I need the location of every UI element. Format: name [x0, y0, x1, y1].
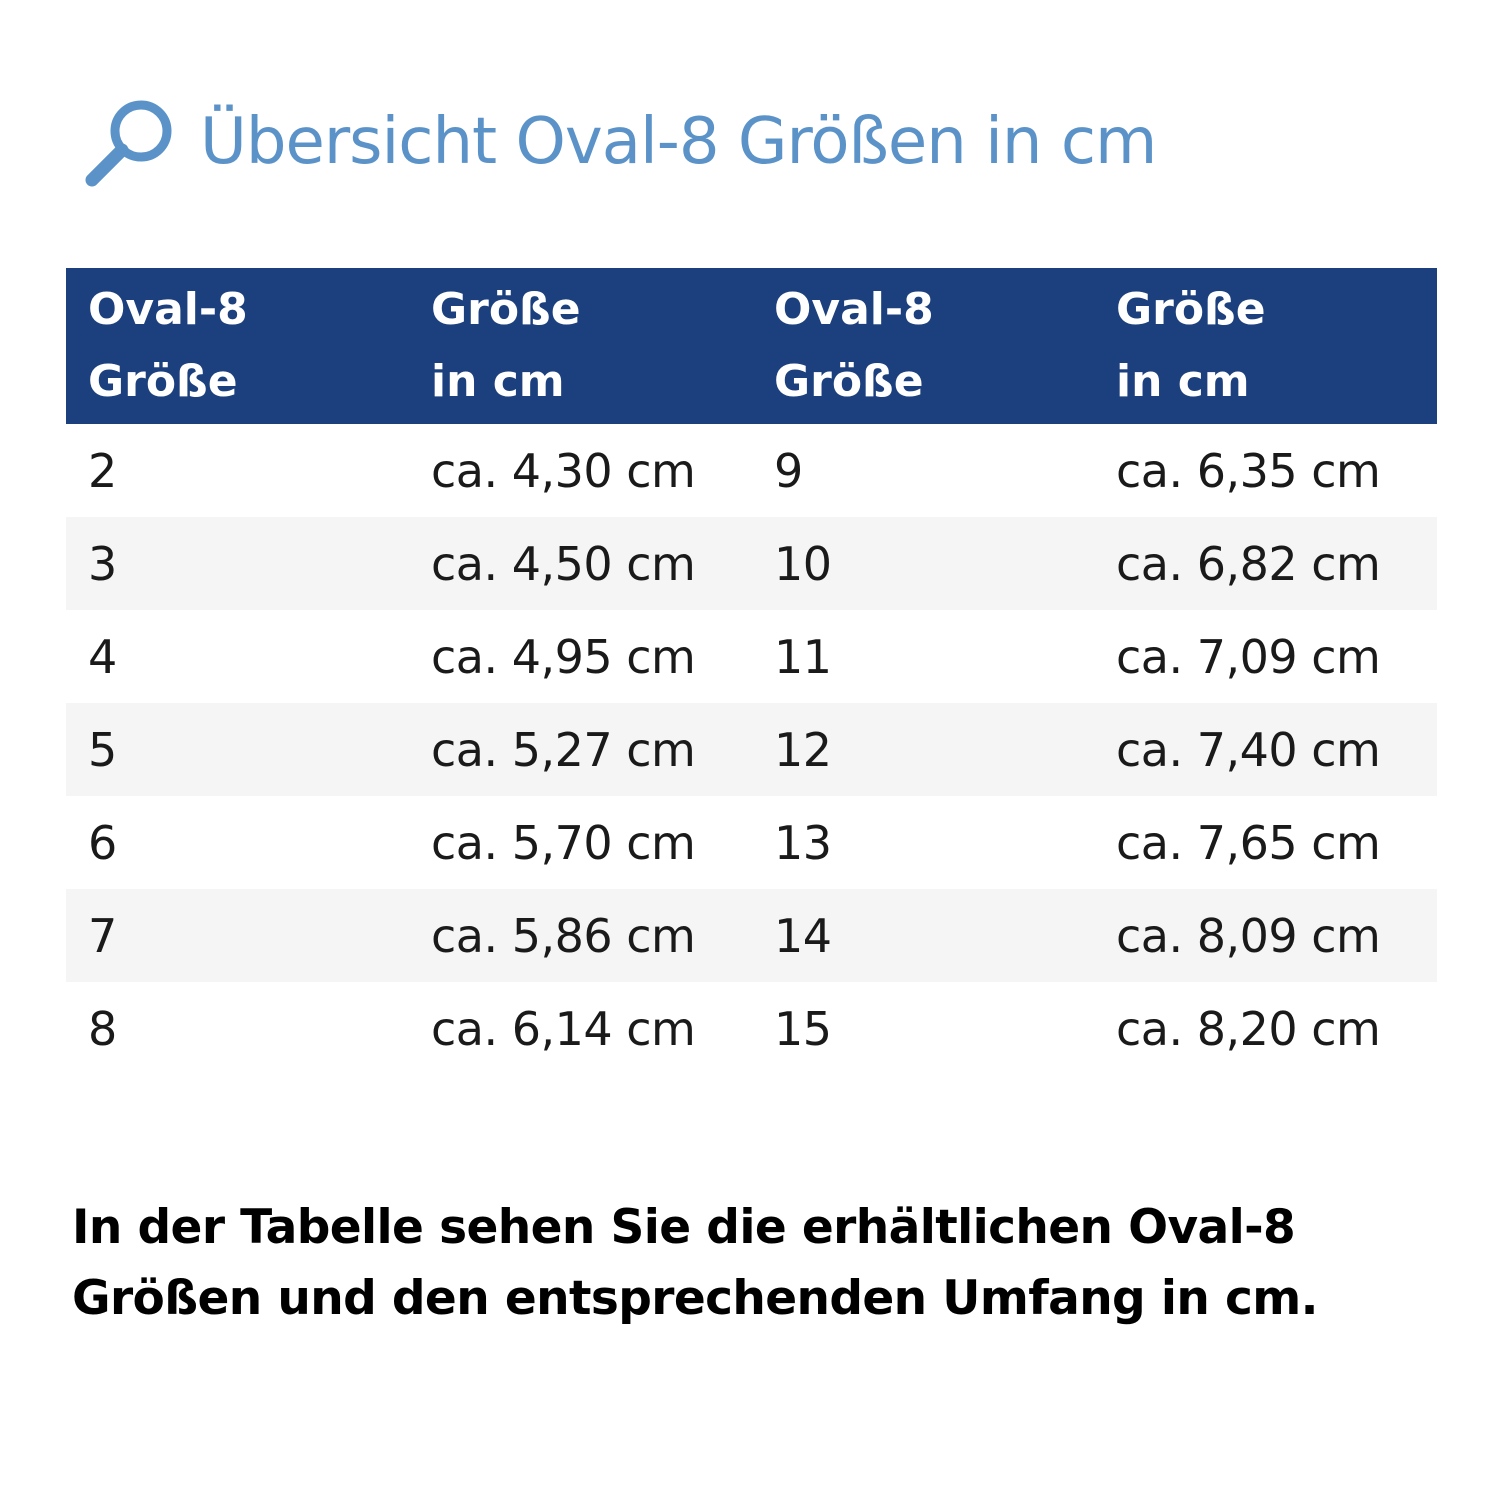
column-header-line: Größe	[88, 356, 238, 407]
column-header-line: in cm	[431, 356, 565, 407]
size-table: Oval-8 Größe Größe in cm Oval-8 Größe Gr…	[66, 268, 1437, 1075]
table-cell: 11	[774, 629, 832, 684]
table-row: 2 ca. 4,30 cm 9 ca. 6,35 cm	[66, 424, 1437, 517]
footer-note: In der Tabelle sehen Sie die erhältliche…	[72, 1192, 1452, 1334]
title-row: Übersicht Oval-8 Größen in cm	[82, 92, 1157, 192]
footer-note-line: In der Tabelle sehen Sie die erhältliche…	[72, 1200, 1296, 1255]
table-header: Oval-8 Größe Größe in cm Oval-8 Größe Gr…	[66, 268, 1437, 424]
table-cell: 15	[774, 1001, 832, 1056]
column-header-size-cm-right: Größe in cm	[1094, 268, 1437, 424]
table-cell: 7	[88, 908, 117, 963]
page-title: Übersicht Oval-8 Größen in cm	[200, 105, 1157, 179]
table-cell: ca. 6,35 cm	[1116, 443, 1381, 498]
table-cell: ca. 6,14 cm	[431, 1001, 696, 1056]
column-header-oval8-size-right: Oval-8 Größe	[752, 268, 1094, 424]
table-cell: ca. 4,30 cm	[431, 443, 696, 498]
table-cell: 2	[88, 443, 117, 498]
table-body: 2 ca. 4,30 cm 9 ca. 6,35 cm 3 ca. 4,50 c…	[66, 424, 1437, 1075]
table-cell: 6	[88, 815, 117, 870]
column-header-line: Größe	[774, 356, 924, 407]
magnifier-icon	[85, 100, 172, 187]
table-header-row: Oval-8 Größe Größe in cm Oval-8 Größe Gr…	[66, 268, 1437, 424]
column-header-line: Oval-8	[88, 284, 248, 335]
table-row: 4 ca. 4,95 cm 11 ca. 7,09 cm	[66, 610, 1437, 703]
column-header-line: Größe	[1116, 284, 1266, 335]
table-cell: ca. 7,65 cm	[1116, 815, 1381, 870]
table-cell: ca. 6,82 cm	[1116, 536, 1381, 591]
table-cell: ca. 5,27 cm	[431, 722, 696, 777]
footer-note-line: Größen und den entsprechenden Umfang in …	[72, 1271, 1318, 1326]
table-cell: ca. 5,70 cm	[431, 815, 696, 870]
table-cell: ca. 7,40 cm	[1116, 722, 1381, 777]
column-header-line: Größe	[431, 284, 581, 335]
column-header-size-cm-left: Größe in cm	[409, 268, 752, 424]
table-cell: 3	[88, 536, 117, 591]
table-row: 8 ca. 6,14 cm 15 ca. 8,20 cm	[66, 982, 1437, 1075]
table-cell: 9	[774, 443, 803, 498]
column-header-oval8-size-left: Oval-8 Größe	[66, 268, 409, 424]
table-cell: ca. 8,09 cm	[1116, 908, 1381, 963]
table-row: 3 ca. 4,50 cm 10 ca. 6,82 cm	[66, 517, 1437, 610]
table-cell: ca. 5,86 cm	[431, 908, 696, 963]
table-row: 5 ca. 5,27 cm 12 ca. 7,40 cm	[66, 703, 1437, 796]
table-cell: ca. 8,20 cm	[1116, 1001, 1381, 1056]
table-cell: 13	[774, 815, 832, 870]
table-cell: ca. 4,95 cm	[431, 629, 696, 684]
table-cell: 12	[774, 722, 832, 777]
table-cell: 8	[88, 1001, 117, 1056]
table-cell: 4	[88, 629, 117, 684]
table-row: 7 ca. 5,86 cm 14 ca. 8,09 cm	[66, 889, 1437, 982]
table-cell: ca. 7,09 cm	[1116, 629, 1381, 684]
table-cell: 14	[774, 908, 832, 963]
table-row: 6 ca. 5,70 cm 13 ca. 7,65 cm	[66, 796, 1437, 889]
column-header-line: in cm	[1116, 356, 1250, 407]
table-cell: 10	[774, 536, 832, 591]
table-cell: ca. 4,50 cm	[431, 536, 696, 591]
column-header-line: Oval-8	[774, 284, 934, 335]
table-cell: 5	[88, 722, 117, 777]
